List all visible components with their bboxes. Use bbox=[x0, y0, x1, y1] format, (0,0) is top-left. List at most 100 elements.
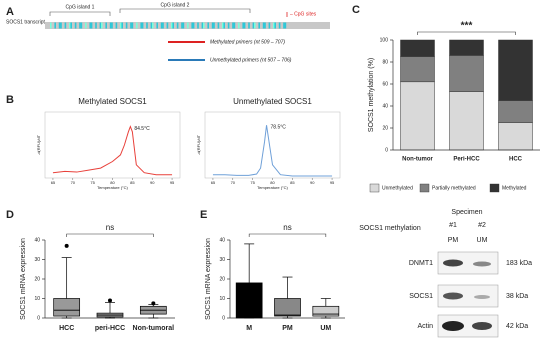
bar-segment bbox=[400, 81, 435, 151]
stripe bbox=[248, 22, 250, 29]
bar-segment bbox=[498, 122, 533, 151]
bar-segment bbox=[400, 56, 435, 83]
lane-number: #2 bbox=[478, 222, 486, 229]
x-tick-label: 75 bbox=[250, 180, 255, 185]
significance-bracket bbox=[66, 233, 154, 237]
transcript-label: SOCS1 transcript bbox=[6, 19, 46, 25]
x-tick-label: HCC bbox=[59, 325, 74, 332]
stripe bbox=[233, 22, 236, 29]
stripe bbox=[74, 22, 77, 29]
stripe bbox=[203, 22, 205, 29]
stripe bbox=[85, 22, 87, 29]
chart-title: Methylated SOCS1 bbox=[78, 97, 147, 106]
x-axis-label: Temperature (°C) bbox=[257, 185, 288, 190]
stripe bbox=[278, 22, 281, 29]
stripe bbox=[162, 22, 164, 29]
melt-curve bbox=[212, 125, 333, 177]
stripe bbox=[284, 22, 287, 29]
size-label: 183 kDa bbox=[506, 260, 532, 267]
blot-band bbox=[442, 321, 464, 331]
protein-label: DNMT1 bbox=[409, 260, 433, 267]
stripe bbox=[223, 22, 225, 29]
x-tick-label: 95 bbox=[330, 180, 335, 185]
bar-segment bbox=[449, 91, 484, 151]
melt-curve bbox=[52, 125, 173, 176]
legend-label: Partially methylated bbox=[432, 185, 476, 191]
stripe bbox=[80, 22, 83, 29]
legend-swatch bbox=[369, 183, 380, 193]
x-tick-label: 90 bbox=[150, 180, 155, 185]
stripe bbox=[182, 22, 185, 29]
y-tick-label: 20 bbox=[219, 276, 225, 282]
stripe bbox=[60, 22, 62, 29]
x-tick-label: M bbox=[246, 325, 252, 332]
panel-a: A SOCS1 transcript CpG island 1 CpG isla… bbox=[6, 2, 330, 63]
box bbox=[235, 282, 263, 319]
stripe bbox=[172, 22, 174, 29]
stripe bbox=[217, 22, 220, 29]
stripe bbox=[101, 22, 103, 29]
blot-strip bbox=[437, 314, 499, 338]
y-tick-label: 20 bbox=[382, 125, 388, 131]
cpg-sites-label: – CpG sites bbox=[290, 11, 317, 17]
box bbox=[312, 305, 340, 317]
outlier bbox=[64, 243, 69, 248]
y-axis-label: SOCS1 mRNA expression bbox=[205, 238, 212, 320]
y-tick-label: 60 bbox=[382, 81, 388, 87]
legend-label: Unmethylated bbox=[382, 185, 413, 191]
size-label: 38 kDa bbox=[506, 293, 528, 300]
y-tick-label: 40 bbox=[219, 237, 225, 243]
peak-annotation: 84.5°C bbox=[134, 126, 150, 132]
stripe bbox=[90, 22, 93, 29]
x-tick-label: Non-tumoral bbox=[133, 325, 175, 332]
lane-label: PM bbox=[448, 237, 459, 244]
stripe bbox=[191, 22, 193, 29]
x-axis-label: Temperature (°C) bbox=[97, 185, 128, 190]
stripe bbox=[156, 22, 158, 29]
stripe bbox=[125, 22, 128, 29]
bar-segment bbox=[400, 39, 435, 57]
x-tick-label: 85 bbox=[130, 180, 135, 185]
x-tick-label: 75 bbox=[90, 180, 95, 185]
stripe bbox=[197, 22, 199, 29]
island-brackets bbox=[49, 8, 251, 16]
stripe bbox=[213, 22, 215, 29]
stripe bbox=[262, 22, 265, 29]
y-axis-label: SOCS1 mRNA expression bbox=[20, 238, 27, 320]
bar-segment bbox=[449, 39, 484, 56]
stripe bbox=[201, 22, 204, 29]
y-axis-label: SOCS1 methylation (%) bbox=[368, 58, 375, 132]
stripe bbox=[166, 22, 169, 29]
x-tick-label: 70 bbox=[231, 180, 236, 185]
legend-swatch bbox=[489, 183, 500, 193]
lane-number: #1 bbox=[449, 222, 457, 229]
stripe bbox=[211, 22, 214, 29]
blot-panel: Specimen SOCS1 methylation #1 #2 PM UM D… bbox=[359, 209, 532, 338]
y-axis-label: -d(RFU)/dT bbox=[36, 134, 41, 155]
stripe bbox=[79, 22, 81, 29]
y-tick-label: 40 bbox=[382, 103, 388, 109]
y-tick-label: 100 bbox=[380, 37, 389, 43]
y-tick-label: 0 bbox=[385, 147, 388, 153]
y-tick-label: 0 bbox=[222, 315, 225, 321]
bar-segment bbox=[449, 55, 484, 92]
panel-label: E bbox=[200, 209, 207, 221]
chart-title: Unmethylated SOCS1 bbox=[233, 97, 312, 106]
x-tick-label: 65 bbox=[51, 180, 56, 185]
stripe bbox=[121, 22, 123, 29]
stripe bbox=[207, 22, 209, 29]
stripe bbox=[268, 22, 271, 29]
stripe bbox=[243, 22, 246, 29]
stripe bbox=[264, 22, 266, 29]
outlier bbox=[151, 301, 156, 306]
stripe bbox=[109, 22, 112, 29]
blot-band bbox=[473, 261, 491, 267]
plot-frame bbox=[44, 111, 181, 179]
significance: ns bbox=[283, 223, 291, 232]
protein-label: SOCS1 bbox=[409, 293, 433, 300]
stripe bbox=[111, 22, 113, 29]
y-tick-label: 30 bbox=[219, 257, 225, 263]
x-tick-label: 85 bbox=[290, 180, 295, 185]
stripe bbox=[152, 22, 154, 29]
